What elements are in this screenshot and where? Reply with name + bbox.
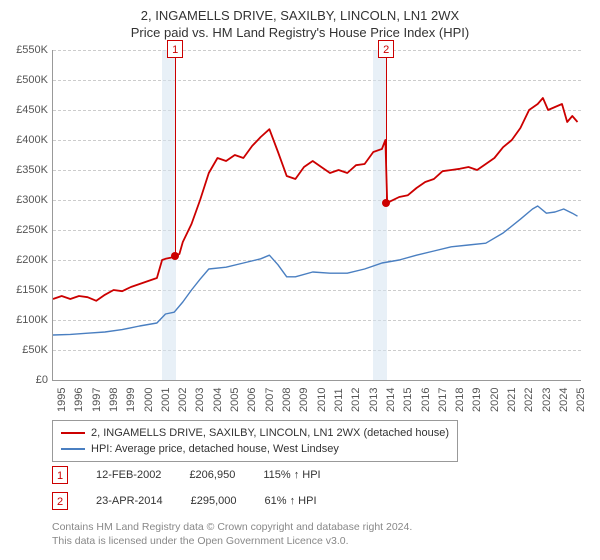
sale-pct-2: 61% ↑ HPI — [265, 495, 317, 507]
footnote-line1: Contains HM Land Registry data © Crown c… — [52, 520, 412, 534]
x-axis-label: 2021 — [506, 388, 518, 412]
x-axis-label: 1998 — [108, 388, 120, 412]
chart-title: 2, INGAMELLS DRIVE, SAXILBY, LINCOLN, LN… — [0, 0, 600, 40]
sale-date-2: 23-APR-2014 — [96, 495, 163, 507]
x-axis-label: 2011 — [333, 388, 345, 412]
x-axis-label: 2010 — [316, 388, 328, 412]
x-axis-label: 1996 — [73, 388, 85, 412]
legend-label-red: 2, INGAMELLS DRIVE, SAXILBY, LINCOLN, LN… — [91, 425, 449, 441]
x-axis-label: 2015 — [402, 388, 414, 412]
y-axis-label: £0 — [0, 374, 48, 386]
legend-swatch-blue — [61, 448, 85, 450]
series-blue — [53, 206, 578, 335]
y-axis-label: £500K — [0, 74, 48, 86]
x-axis-label: 2016 — [420, 388, 432, 412]
series-red — [53, 98, 578, 301]
legend: 2, INGAMELLS DRIVE, SAXILBY, LINCOLN, LN… — [52, 420, 458, 462]
marker-box: 2 — [378, 40, 394, 58]
x-axis-label: 2008 — [281, 388, 293, 412]
y-axis-label: £450K — [0, 104, 48, 116]
x-axis-label: 2025 — [575, 388, 587, 412]
sale-pct-1: 115% ↑ HPI — [263, 469, 320, 481]
x-axis-label: 2012 — [350, 388, 362, 412]
sale-marker-1: 1 — [52, 466, 68, 484]
x-axis-label: 2000 — [143, 388, 155, 412]
y-axis-label: £100K — [0, 314, 48, 326]
sale-marker-2: 2 — [52, 492, 68, 510]
x-axis-label: 2018 — [454, 388, 466, 412]
x-axis-label: 2006 — [246, 388, 258, 412]
y-axis-label: £150K — [0, 284, 48, 296]
legend-row-blue: HPI: Average price, detached house, West… — [61, 441, 449, 457]
plot-area — [52, 50, 581, 381]
sale-row-2: 2 23-APR-2014 £295,000 61% ↑ HPI — [52, 492, 317, 510]
title-line1: 2, INGAMELLS DRIVE, SAXILBY, LINCOLN, LN… — [0, 8, 600, 23]
x-axis-label: 2022 — [523, 388, 535, 412]
marker-stem — [386, 58, 387, 203]
sale-date-1: 12-FEB-2002 — [96, 469, 161, 481]
x-axis-label: 2003 — [194, 388, 206, 412]
x-axis-label: 2002 — [177, 388, 189, 412]
chart-area: £0£50K£100K£150K£200K£250K£300K£350K£400… — [52, 50, 580, 380]
marker-stem — [175, 58, 176, 256]
sale-price-2: £295,000 — [191, 495, 237, 507]
x-axis-label: 2004 — [212, 388, 224, 412]
x-axis-label: 1997 — [91, 388, 103, 412]
x-axis-label: 2019 — [471, 388, 483, 412]
y-axis-label: £200K — [0, 254, 48, 266]
y-axis-label: £50K — [0, 344, 48, 356]
footnote-line2: This data is licensed under the Open Gov… — [52, 534, 412, 548]
y-axis-label: £250K — [0, 224, 48, 236]
chart-lines — [53, 50, 581, 380]
legend-label-blue: HPI: Average price, detached house, West… — [91, 441, 339, 457]
x-axis-label: 2024 — [558, 388, 570, 412]
y-axis-label: £550K — [0, 44, 48, 56]
title-line2: Price paid vs. HM Land Registry's House … — [0, 25, 600, 40]
x-axis-label: 2009 — [298, 388, 310, 412]
marker-box: 1 — [167, 40, 183, 58]
marker-dot — [382, 199, 390, 207]
legend-swatch-red — [61, 432, 85, 434]
sale-row-1: 1 12-FEB-2002 £206,950 115% ↑ HPI — [52, 466, 321, 484]
x-axis-label: 1999 — [125, 388, 137, 412]
x-axis-label: 2014 — [385, 388, 397, 412]
sale-price-1: £206,950 — [189, 469, 235, 481]
y-axis-label: £350K — [0, 164, 48, 176]
footnote: Contains HM Land Registry data © Crown c… — [52, 520, 412, 548]
x-axis-label: 2013 — [368, 388, 380, 412]
x-axis-label: 2001 — [160, 388, 172, 412]
x-axis-label: 2007 — [264, 388, 276, 412]
x-axis-label: 2005 — [229, 388, 241, 412]
legend-row-red: 2, INGAMELLS DRIVE, SAXILBY, LINCOLN, LN… — [61, 425, 449, 441]
x-axis-label: 2017 — [437, 388, 449, 412]
y-axis-label: £300K — [0, 194, 48, 206]
x-axis-label: 2023 — [541, 388, 553, 412]
x-axis-label: 2020 — [489, 388, 501, 412]
x-axis-label: 1995 — [56, 388, 68, 412]
y-axis-label: £400K — [0, 134, 48, 146]
marker-dot — [171, 252, 179, 260]
